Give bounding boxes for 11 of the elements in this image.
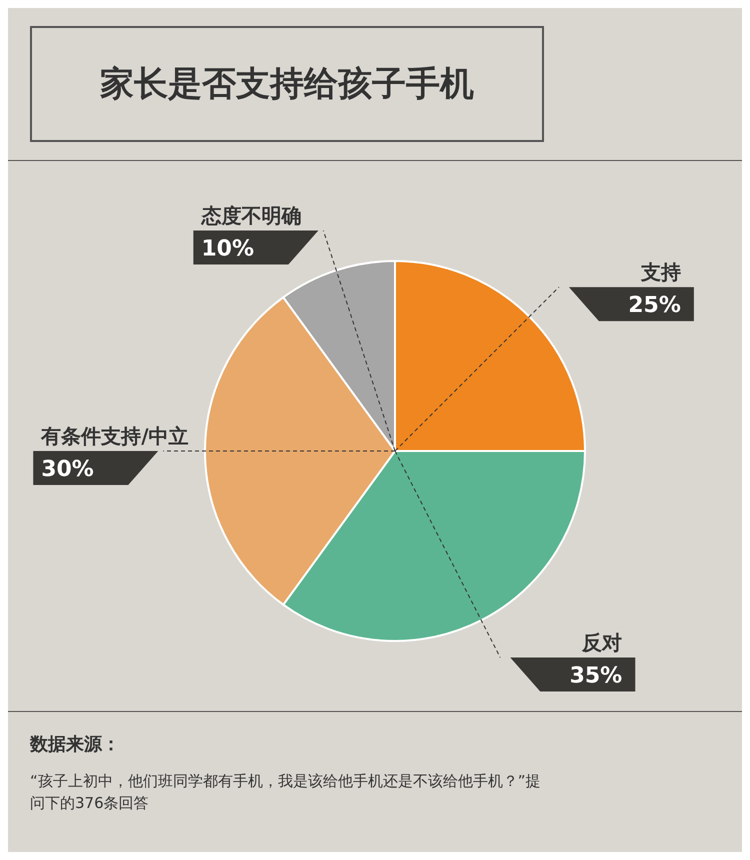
slice-label: 有条件支持/中立 [40,424,189,448]
slice-label: 支持 [640,260,681,284]
text: “孩子上初中，他们班同学都有手机，我是该给他手机还是不该给他手机？”提问下的376条回答 [30,771,542,814]
source-note: 数据来源： [30,734,121,756]
data-label: 35% [570,664,622,689]
data-label: 25% [628,293,681,318]
data-label: 30% [41,457,94,482]
slice-label: 反对 [581,630,622,655]
slice-label: 态度不明确 [200,204,302,228]
data-label: 10% [201,236,254,262]
chart-title: 家长是否支持给孩子手机 [30,26,544,142]
